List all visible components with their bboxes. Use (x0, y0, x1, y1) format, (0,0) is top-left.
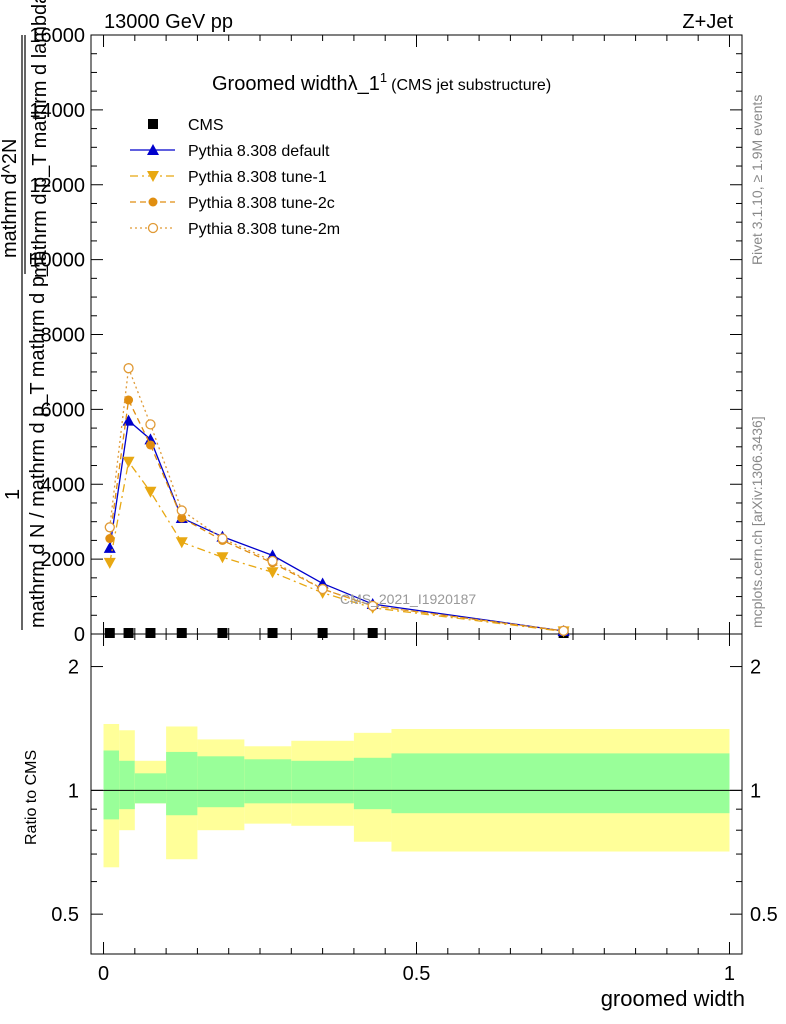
y-tick-label: 14000 (29, 100, 85, 122)
ratio-tick-label-right: 2 (750, 657, 761, 679)
data-point (317, 628, 328, 638)
legend-label: CMS (188, 117, 224, 134)
data-point (317, 583, 328, 595)
data-point (104, 628, 115, 638)
ratio-stat-band-bin (103, 750, 120, 820)
plot-title: Groomed widthλ_11 (CMS jet substructure) (212, 70, 551, 95)
data-point (144, 486, 157, 498)
y-tick-label: 4000 (41, 474, 86, 496)
legend-marker (148, 119, 158, 129)
ratio-uncertainty-bands (103, 723, 730, 868)
x-tick-label: 0.5 (403, 963, 431, 985)
legend-marker (147, 171, 159, 182)
y-tick-label: 8000 (41, 325, 86, 347)
y-label-line4: mathrm d p_T mathrm d lambda (29, 0, 51, 278)
data-point (123, 363, 134, 374)
series-pythia-8-308-tune-2m (104, 363, 569, 636)
data-point (177, 513, 187, 523)
ratio-stat-band-bin (291, 760, 354, 804)
y-tick-label: 16000 (29, 25, 85, 47)
y-label-line3: mathrm d^2N (0, 139, 21, 258)
main-y-axis-label: 1 mathrm d N / mathrm d p_T mathrm d p_T… (0, 0, 51, 630)
data-point (367, 628, 378, 638)
data-point (124, 395, 134, 405)
ratio-stat-band-bin (197, 756, 245, 808)
analysis-label: CMS_2021_I1920187 (340, 591, 476, 607)
ratio-tick-label-left: 2 (68, 657, 79, 679)
ratio-tick-label-right: 1 (750, 780, 761, 802)
data-point (123, 628, 134, 638)
header-energy-label: 13000 GeV pp (104, 11, 233, 33)
data-point (176, 628, 187, 638)
legend-marker (147, 222, 159, 234)
legend-label: Pythia 8.308 tune-1 (188, 169, 327, 186)
rivet-version-label: Rivet 3.1.10, ≥ 1.9M events (749, 95, 765, 265)
data-point (145, 440, 155, 450)
y-label-line2: mathrm d N / mathrm d p_T mathrm d p_T (27, 253, 49, 628)
series-pythia-8-308-tune-2c (105, 395, 569, 636)
data-point (267, 555, 278, 567)
data-point (266, 567, 279, 579)
data-point (103, 557, 116, 569)
x-tick-label: 0 (98, 963, 109, 985)
data-point (217, 628, 228, 638)
ratio-stat-band-bin (353, 757, 392, 810)
series-line (109, 419, 564, 632)
ratio-tick-label-right: 0.5 (750, 904, 778, 926)
ratio-stat-band-bin (244, 759, 292, 804)
data-point (104, 522, 115, 533)
ratio-tick-label-left: 1 (68, 780, 79, 802)
y-tick-label: 2000 (41, 549, 86, 571)
x-axis-label: groomed width (601, 986, 745, 1011)
data-point (217, 533, 228, 544)
y-tick-label: 0 (74, 624, 85, 646)
data-point (144, 433, 157, 445)
series-line (109, 460, 564, 633)
legend-label: Pythia 8.308 tune-2c (188, 195, 335, 212)
mcplots-source-label: mcplots.cern.ch [arXiv:1306.3436] (749, 416, 765, 628)
data-point (267, 628, 278, 638)
data-point (367, 600, 378, 612)
y-label-line1: 1 (2, 489, 24, 500)
data-point (105, 534, 115, 544)
x-tick-labels: 0 0.5 1 (98, 963, 735, 985)
data-point (176, 505, 187, 516)
y-tick-label: 6000 (41, 399, 86, 421)
series-cms (104, 628, 569, 638)
data-point (216, 552, 229, 564)
header-process-label: Z+Jet (682, 11, 733, 33)
ratio-y-tick-labels: 0.5 0.5 1 1 2 2 (51, 657, 778, 927)
series-line (109, 367, 564, 632)
ratio-tick-label-left: 0.5 (51, 904, 79, 926)
data-point (145, 628, 156, 638)
ratio-stat-band-bin (166, 751, 198, 816)
series-pythia-8-308-default (103, 414, 570, 637)
data-point (558, 625, 569, 636)
x-tick-label: 1 (724, 963, 735, 985)
series-layer (103, 363, 570, 638)
ratio-stat-band-bin (134, 773, 167, 804)
legend: CMS Pythia 8.308 default Pythia 8.308 tune… (130, 117, 340, 238)
legend-label: Pythia 8.308 default (188, 143, 330, 160)
data-point (175, 537, 188, 549)
y-tick-label: 12000 (29, 175, 85, 197)
data-point (122, 456, 135, 468)
ratio-stat-band-bin (391, 753, 730, 814)
series-pythia-8-308-tune-1 (103, 456, 570, 638)
ratio-stat-band-bin (119, 760, 135, 810)
data-point (145, 419, 156, 430)
ratio-y-axis-label: Ratio to CMS (23, 750, 40, 845)
legend-marker (147, 144, 159, 155)
y-tick-label: 10000 (29, 250, 85, 272)
legend-marker (148, 197, 158, 207)
main-y-tick-labels: 0 2000 4000 6000 8000 10000 12000 14000 16000 (29, 25, 85, 646)
data-point (122, 414, 135, 426)
legend-label: Pythia 8.308 tune-2m (188, 221, 340, 238)
